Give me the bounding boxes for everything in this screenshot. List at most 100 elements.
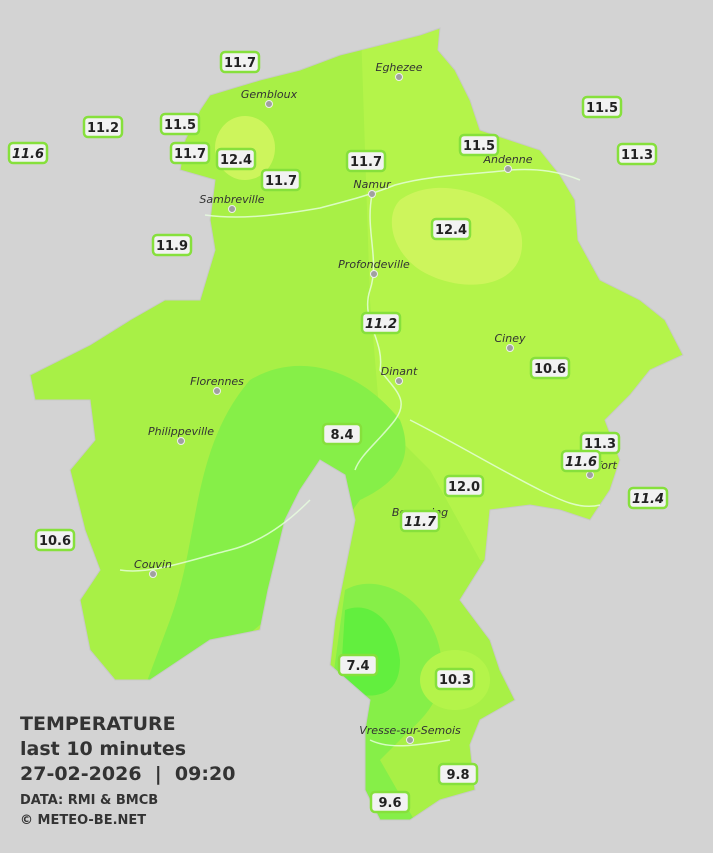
station: 12.4 — [430, 217, 472, 241]
station-box — [321, 422, 363, 446]
station: 11.7 — [260, 168, 302, 192]
station: 11.2 — [82, 115, 124, 139]
station: 12.0 — [443, 474, 485, 498]
station: 7.4 — [337, 653, 379, 677]
station: 11.7 — [219, 50, 261, 74]
station-value: 12.4 — [220, 153, 252, 168]
station-box — [430, 217, 472, 241]
station: 10.3 — [434, 667, 476, 691]
city-dot — [586, 471, 594, 479]
station-box — [82, 115, 124, 139]
city-label: Couvin — [134, 558, 172, 571]
station-value: 9.6 — [378, 796, 401, 811]
city-label: Gembloux — [241, 88, 298, 101]
station: 11.5 — [458, 133, 500, 157]
station-box — [159, 112, 201, 136]
station-value: 11.4 — [632, 492, 664, 507]
station-value: 10.6 — [534, 362, 566, 377]
city-dot — [504, 165, 512, 173]
station-box — [34, 528, 76, 552]
city-dot — [149, 570, 157, 578]
station: 9.6 — [369, 790, 411, 814]
station-box — [529, 356, 571, 380]
station: 11.3 — [616, 142, 658, 166]
station: 11.5 — [581, 95, 623, 119]
station-box — [260, 168, 302, 192]
station: 11.9 — [151, 233, 193, 257]
city-dot — [368, 190, 376, 198]
station-box — [443, 474, 485, 498]
station-box — [215, 147, 257, 171]
station-box — [345, 149, 387, 173]
station-value: 11.3 — [621, 148, 653, 163]
station: 11.4 — [627, 486, 669, 510]
station-box — [151, 233, 193, 257]
station-layer: 11.7 11.2 11.5 11.6 11.7 12.4 11.7 11.7 11.5 11.5… — [7, 50, 669, 814]
city-label: Florennes — [190, 375, 244, 388]
source: DATA: RMI & BMCB — [20, 793, 158, 808]
city-dot — [213, 387, 221, 395]
station-box — [458, 133, 500, 157]
station: 11.5 — [159, 112, 201, 136]
city-label: Philippeville — [148, 425, 214, 438]
station-value: 10.6 — [39, 534, 71, 549]
station-value: 11.7 — [350, 155, 382, 170]
city-dot — [395, 377, 403, 385]
station: 10.6 — [529, 356, 571, 380]
station-value: 11.6 — [12, 147, 44, 162]
station: 12.4 — [215, 147, 257, 171]
heading: TEMPERATURE — [20, 713, 176, 735]
station-value: 11.5 — [463, 139, 495, 154]
station-value: 11.5 — [164, 118, 196, 133]
city-label: Ciney — [495, 332, 526, 345]
station-value: 10.3 — [439, 673, 471, 688]
station-value: 11.5 — [586, 101, 618, 116]
station: 11.7 — [169, 141, 211, 165]
station-value: 11.7 — [265, 174, 297, 189]
station: 11.2 — [360, 311, 402, 335]
station-box — [627, 486, 669, 510]
city-label: Namur — [353, 178, 392, 191]
city-dot — [395, 73, 403, 81]
station-value: 12.4 — [435, 223, 467, 238]
station-value: 12.0 — [448, 480, 480, 495]
station-box — [581, 95, 623, 119]
station-value: 8.4 — [330, 428, 353, 443]
station-value: 11.7 — [174, 147, 206, 162]
station: 11.6 — [7, 141, 49, 165]
city-dot — [265, 100, 273, 108]
city-label: Eghezee — [376, 61, 423, 74]
city-label: Vresse-sur-Semois — [359, 724, 461, 737]
station-box — [434, 667, 476, 691]
station-box — [616, 142, 658, 166]
city-label: Andenne — [483, 153, 533, 166]
legend-block: TEMPERATURE last 10 minutes 27-02-2026 |… — [20, 713, 235, 828]
station-box — [337, 653, 379, 677]
station-box — [360, 311, 402, 335]
city-dot — [177, 437, 185, 445]
city-dot — [406, 736, 414, 744]
station-value: 11.9 — [156, 239, 188, 254]
station-value: 11.7 — [404, 515, 437, 530]
station: 9.8 — [437, 762, 479, 786]
station-box — [399, 509, 441, 533]
station-box — [219, 50, 261, 74]
city-label: Dinant — [381, 365, 418, 378]
station-value: 11.7 — [224, 56, 256, 71]
city-dot — [228, 205, 236, 213]
station-box — [560, 449, 602, 473]
station-value: 9.8 — [446, 768, 469, 783]
rivers — [119, 168, 601, 747]
city-dot — [506, 344, 514, 352]
station-value: 11.2 — [87, 121, 119, 136]
city-label: Profondeville — [338, 258, 410, 271]
station: 11.6 — [560, 449, 602, 473]
station: 11.7 — [399, 509, 441, 533]
datetime: 27-02-2026 | 09:20 — [20, 763, 235, 785]
station: 11.7 — [345, 149, 387, 173]
station-value: 11.6 — [565, 455, 597, 470]
station-value: 11.2 — [365, 317, 397, 332]
station-box — [369, 790, 411, 814]
station-box — [437, 762, 479, 786]
